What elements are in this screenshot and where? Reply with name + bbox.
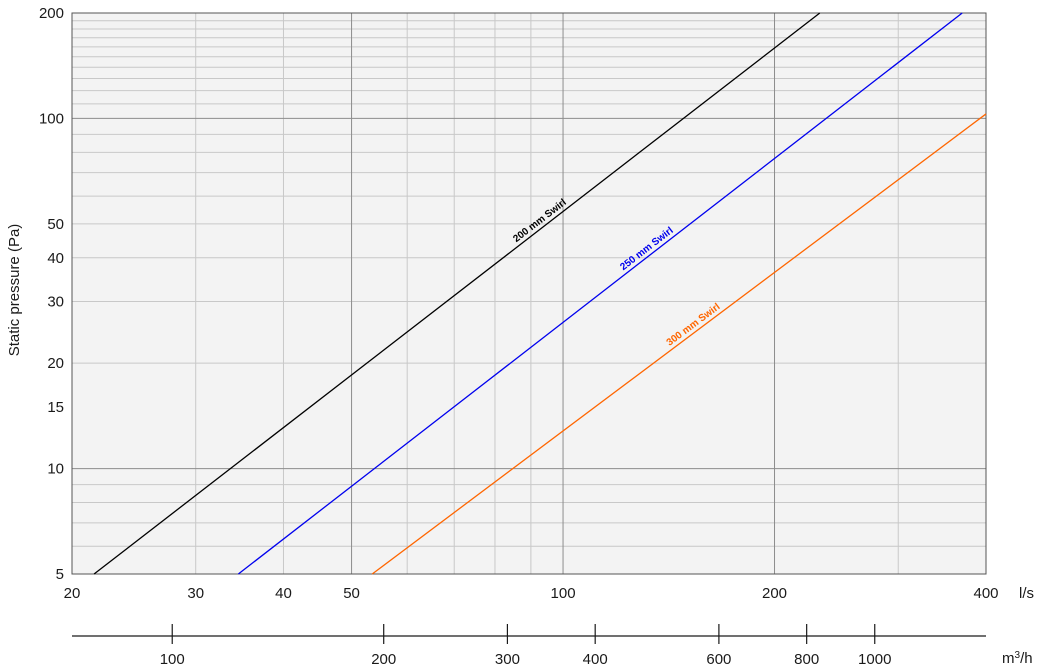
grid-minor (72, 13, 986, 574)
secondary-axis-tick-label: 1000 (858, 651, 891, 668)
y-tick-label: 50 (47, 216, 64, 233)
y-tick-label: 100 (39, 110, 64, 127)
plot-frame (71, 12, 987, 575)
x-tick-label: 40 (275, 585, 292, 602)
y-tick-label: 15 (47, 399, 64, 416)
series-lines (93, 12, 987, 575)
series-line (371, 113, 987, 575)
x-tick-label: 20 (64, 585, 81, 602)
plot-background (72, 13, 986, 574)
x-axis-ticks: 20 30 40 50 100 200 400 (64, 585, 999, 602)
x-tick-label: 50 (343, 585, 360, 602)
x-tick-label: 100 (551, 585, 576, 602)
series-line (237, 12, 963, 575)
y-tick-label: 200 (39, 5, 64, 22)
y-tick-label: 20 (47, 355, 64, 372)
secondary-axis-ticks: 100 200 300 400 600 800 1000 (160, 624, 891, 668)
x-tick-label: 400 (973, 585, 998, 602)
secondary-axis-tick-label: 800 (794, 651, 819, 668)
secondary-axis-tick-label: 300 (495, 651, 520, 668)
y-tick-label: 30 (47, 294, 64, 311)
x-tick-label: 30 (187, 585, 204, 602)
y-tick-label: 40 (47, 250, 64, 267)
grid-major (72, 13, 986, 574)
y-axis-ticks: 5 10 15 20 30 40 50 100 200 (39, 5, 64, 583)
y-tick-label: 10 (47, 461, 64, 478)
y-axis-title: Static pressure (Pa) (6, 224, 23, 357)
secondary-axis-tick-label: 600 (706, 651, 731, 668)
y-tick-label: 5 (56, 566, 64, 583)
x-tick-label: 200 (762, 585, 787, 602)
secondary-axis-tick-label: 400 (583, 651, 608, 668)
secondary-axis-tick-label: 100 (160, 651, 185, 668)
x-axis-unit: l/s (1019, 585, 1034, 602)
secondary-axis-tick-label: 200 (371, 651, 396, 668)
series-line (93, 12, 821, 575)
secondary-axis-unit: m3/h (1002, 650, 1033, 668)
